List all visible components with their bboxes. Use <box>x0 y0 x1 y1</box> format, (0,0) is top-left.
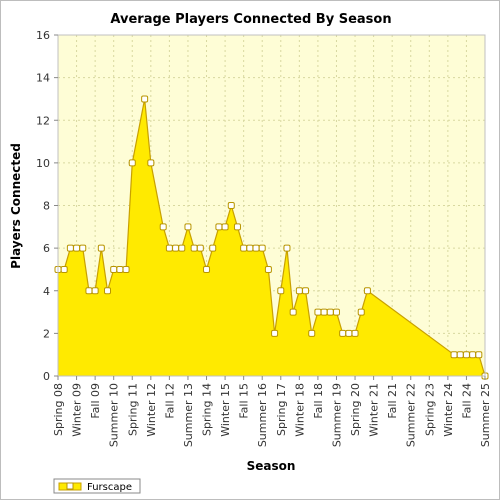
data-point <box>110 265 118 273</box>
grid <box>57 34 486 376</box>
x-tick-label: Fall 21 <box>386 383 399 419</box>
x-tick-label: Winter 24 <box>442 383 455 437</box>
data-point <box>308 329 316 337</box>
data-point <box>159 223 167 231</box>
data-point <box>141 95 149 103</box>
data-point <box>252 244 260 252</box>
x-tick-label: Summer 13 <box>182 383 195 447</box>
data-point <box>277 287 285 295</box>
series-markers <box>54 95 489 380</box>
data-point <box>450 351 458 359</box>
y-tick-label: 10 <box>36 157 50 170</box>
data-point <box>258 244 266 252</box>
x-tick-label: Fall 09 <box>89 383 102 419</box>
data-point <box>345 329 353 337</box>
area-fill <box>58 98 485 376</box>
data-point <box>363 287 371 295</box>
data-point <box>172 244 180 252</box>
data-point <box>295 287 303 295</box>
data-point <box>209 244 217 252</box>
data-point <box>122 265 130 273</box>
data-point <box>339 329 347 337</box>
x-tick-label: Spring 23 <box>423 383 436 436</box>
data-point <box>332 308 340 316</box>
data-point <box>462 351 470 359</box>
data-point <box>79 244 87 252</box>
y-tick-labels: 0 2 4 6 8 10 12 14 16 <box>36 29 58 383</box>
data-point <box>165 244 173 252</box>
x-tick-label: Fall 15 <box>238 383 251 419</box>
data-point <box>190 244 198 252</box>
data-point <box>475 351 483 359</box>
legend-marker-icon <box>66 482 74 490</box>
x-tick-label: Spring 20 <box>349 383 362 436</box>
data-point <box>85 287 93 295</box>
y-tick-label: 4 <box>43 285 50 298</box>
legend: Furscape <box>53 478 141 494</box>
data-point <box>326 308 334 316</box>
data-point <box>233 223 241 231</box>
x-tick-label: Summer 25 <box>479 383 492 447</box>
y-tick-label: 2 <box>43 327 50 340</box>
y-tick-label: 16 <box>36 29 50 42</box>
data-point <box>240 244 248 252</box>
data-point <box>147 159 155 167</box>
y-tick-label: 12 <box>36 114 50 127</box>
data-point <box>60 265 68 273</box>
x-tick-label: Winter 12 <box>145 383 158 437</box>
data-point <box>196 244 204 252</box>
y-axis-title: Players Connected <box>9 143 23 269</box>
legend-label: Furscape <box>87 482 132 493</box>
data-point <box>104 287 112 295</box>
y-tick-label: 0 <box>43 370 50 383</box>
data-point <box>215 223 223 231</box>
data-point <box>283 244 291 252</box>
x-axis-title: Season <box>247 459 296 473</box>
x-tick-label: Spring 08 <box>52 383 65 436</box>
data-point <box>91 287 99 295</box>
y-tick-label: 14 <box>36 72 50 85</box>
x-tick-label: Summer 16 <box>256 383 269 447</box>
x-tick-label: Summer 10 <box>108 383 121 447</box>
x-tick-label: Summer 22 <box>405 383 418 447</box>
data-point <box>456 351 464 359</box>
data-point <box>271 329 279 337</box>
x-tick-label: Summer 19 <box>330 383 343 447</box>
data-point <box>264 265 272 273</box>
x-tick-label: Spring 17 <box>275 383 288 436</box>
x-tick-label: Winter 09 <box>71 383 84 437</box>
data-point <box>246 244 254 252</box>
y-tick-label: 8 <box>43 200 50 213</box>
data-point <box>203 265 211 273</box>
data-point <box>116 265 124 273</box>
data-point <box>97 244 105 252</box>
x-tick-label: Spring 11 <box>126 383 139 436</box>
data-point <box>66 244 74 252</box>
chart-title: Average Players Connected By Season <box>110 12 391 27</box>
data-point <box>357 308 365 316</box>
data-point <box>469 351 477 359</box>
x-tick-label: Winter 15 <box>219 383 232 437</box>
data-point <box>227 202 235 209</box>
data-point <box>128 159 136 167</box>
x-tick-label: Winter 21 <box>368 383 381 437</box>
x-tick-label: Fall 12 <box>163 383 176 419</box>
data-point <box>320 308 328 316</box>
data-point <box>289 308 297 316</box>
x-tick-label: Winter 18 <box>293 383 306 437</box>
x-tick-label: Fall 18 <box>312 383 325 419</box>
data-point <box>221 223 229 231</box>
x-tick-label: Fall 24 <box>460 383 473 419</box>
data-point <box>178 244 186 252</box>
data-point <box>314 308 322 316</box>
data-point <box>184 223 192 231</box>
x-tick-labels: Spring 08 Winter 09 Fall 09 Summer 10 Spring… <box>52 376 492 447</box>
y-tick-label: 6 <box>43 242 50 255</box>
data-point <box>351 329 359 337</box>
x-tick-label: Spring 14 <box>201 383 214 436</box>
data-point <box>73 244 81 252</box>
data-point <box>302 287 310 295</box>
